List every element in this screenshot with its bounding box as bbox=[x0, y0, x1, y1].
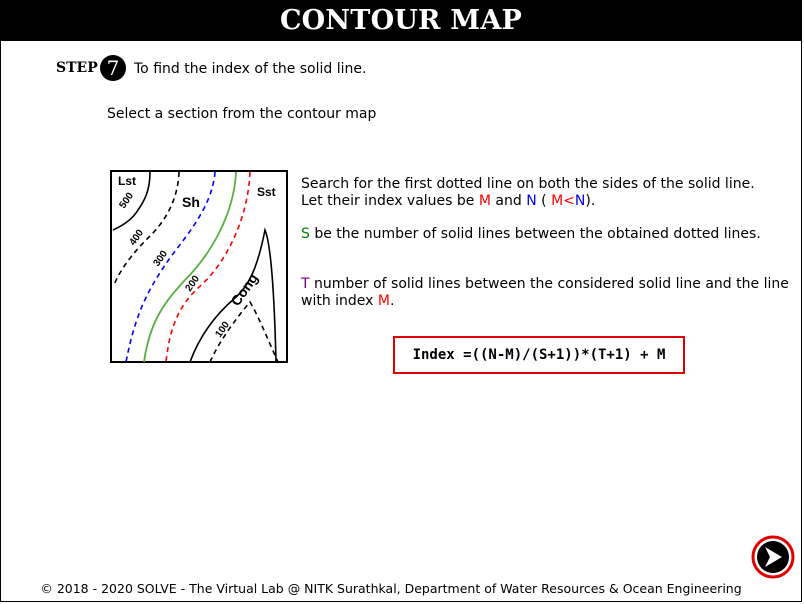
step-number-badge: 7 bbox=[100, 55, 126, 81]
text-fragment: and bbox=[490, 193, 527, 209]
contour-line-500[interactable] bbox=[112, 171, 151, 231]
symbol-lt: < bbox=[563, 193, 575, 209]
rock-label-sst: Sst bbox=[257, 185, 276, 199]
rock-label-sh: Sh bbox=[182, 194, 200, 210]
symbol-t: T bbox=[301, 276, 310, 292]
map-border bbox=[110, 170, 288, 363]
text-fragment: . bbox=[390, 293, 395, 309]
next-button[interactable] bbox=[751, 535, 795, 579]
explanation-t: T number of solid lines between the cons… bbox=[301, 276, 791, 310]
text-fragment: ( bbox=[536, 193, 552, 209]
rock-label-lst: Lst bbox=[118, 174, 136, 188]
symbol-s: S bbox=[301, 226, 310, 242]
text-fragment: ). bbox=[585, 193, 596, 209]
step-label: STEP bbox=[56, 60, 98, 76]
index-formula: Index =((N-M)/(S+1))*(T+1) + M bbox=[393, 336, 685, 374]
contour-line-solid-green[interactable] bbox=[143, 171, 237, 363]
symbol-n: N bbox=[526, 193, 537, 209]
symbol-n: N bbox=[574, 193, 586, 209]
contour-line-100-dashed[interactable] bbox=[209, 300, 279, 363]
explanation-line-2: Let their index values be M and N ( M<N)… bbox=[301, 193, 791, 210]
explanation-s: S be the number of solid lines between t… bbox=[301, 226, 791, 243]
contour-line-300[interactable] bbox=[125, 171, 216, 363]
instruction-text: Select a section from the contour map bbox=[107, 106, 377, 122]
step-description: To find the index of the solid line. bbox=[134, 61, 367, 77]
contour-map[interactable]: Lst Sh Sst Cong 500 400 300 200 100 bbox=[110, 170, 288, 363]
contour-map-svg[interactable]: Lst Sh Sst Cong 500 400 300 200 100 bbox=[110, 170, 288, 363]
text-fragment: be the number of solid lines between the… bbox=[309, 226, 761, 242]
explanation-line-1: Search for the first dotted line on both… bbox=[301, 176, 755, 192]
symbol-m: M bbox=[377, 293, 390, 309]
text-fragment: number of solid lines between the consid… bbox=[301, 276, 789, 309]
footer-copyright: © 2018 - 2020 SOLVE - The Virtual Lab @ … bbox=[40, 581, 742, 596]
page-title: CONTOUR MAP bbox=[1, 1, 801, 41]
next-arrow-icon[interactable] bbox=[751, 535, 795, 579]
contour-line-200[interactable] bbox=[165, 171, 251, 363]
symbol-m: M bbox=[478, 193, 491, 209]
text-fragment: Let their index values be bbox=[301, 193, 479, 209]
explanation-dotted-lines: Search for the first dotted line on both… bbox=[301, 176, 791, 210]
contour-line-100-solid[interactable] bbox=[189, 227, 277, 363]
contour-line-400[interactable] bbox=[113, 171, 180, 286]
symbol-m: M bbox=[551, 193, 564, 209]
